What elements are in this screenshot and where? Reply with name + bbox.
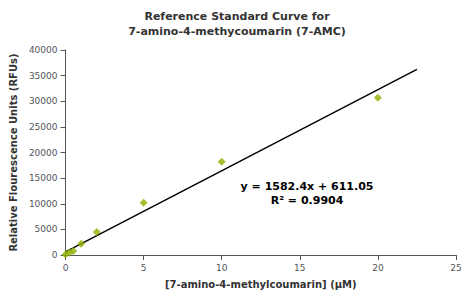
svg-text:10000: 10000 [29, 199, 58, 209]
svg-text:15000: 15000 [29, 173, 58, 183]
svg-text:20000: 20000 [29, 148, 58, 158]
svg-text:Reference Standard Curve for: Reference Standard Curve for [144, 10, 330, 23]
svg-text:15: 15 [294, 263, 305, 273]
svg-text:Relative Flourescence Units (R: Relative Flourescence Units (RFUs) [8, 53, 19, 251]
svg-text:y = 1582.4x + 611.05: y = 1582.4x + 611.05 [241, 180, 374, 193]
svg-text:0: 0 [52, 250, 58, 260]
svg-text:5000: 5000 [35, 224, 58, 234]
svg-text:0: 0 [63, 263, 69, 273]
svg-text:25: 25 [450, 263, 461, 273]
svg-text:7-amino-4-methycoumarin (7-AMC: 7-amino-4-methycoumarin (7-AMC) [128, 25, 346, 38]
svg-text:5: 5 [141, 263, 147, 273]
svg-text:10: 10 [216, 263, 228, 273]
svg-text:20: 20 [372, 263, 384, 273]
svg-text:[7-amino-4-methylcoumarin] (μM: [7-amino-4-methylcoumarin] (μM) [165, 279, 357, 290]
svg-text:R² = 0.9904: R² = 0.9904 [271, 194, 344, 207]
svg-text:40000: 40000 [29, 45, 58, 55]
svg-text:25000: 25000 [29, 122, 58, 132]
svg-text:30000: 30000 [29, 96, 58, 106]
svg-text:35000: 35000 [29, 71, 58, 81]
